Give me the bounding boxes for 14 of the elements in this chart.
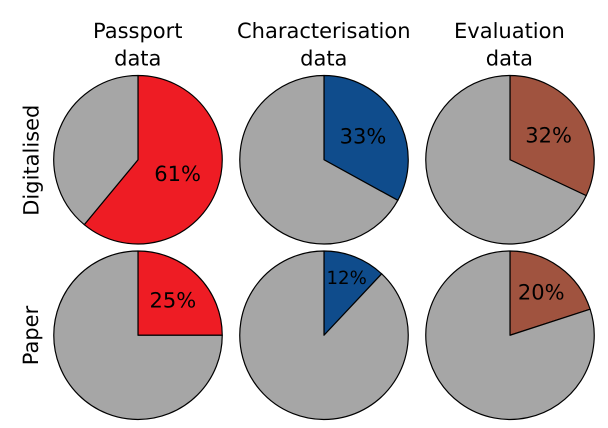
data-label: 61% xyxy=(154,162,201,186)
data-label: 33% xyxy=(340,124,386,149)
data-label: 12% xyxy=(326,268,367,290)
data-label: 32% xyxy=(525,123,572,148)
pie-slice xyxy=(53,250,223,420)
chart-title: Evaluation data xyxy=(454,19,565,70)
pie-slice xyxy=(425,250,595,420)
chart-title: Passport data xyxy=(93,19,183,70)
data-label: 20% xyxy=(518,280,565,304)
pie-slice xyxy=(239,250,409,420)
chart-title: Characterisation data xyxy=(237,19,411,70)
text: Digitalised xyxy=(19,104,44,216)
data-label: 25% xyxy=(150,288,196,312)
text: Paper xyxy=(18,305,43,366)
